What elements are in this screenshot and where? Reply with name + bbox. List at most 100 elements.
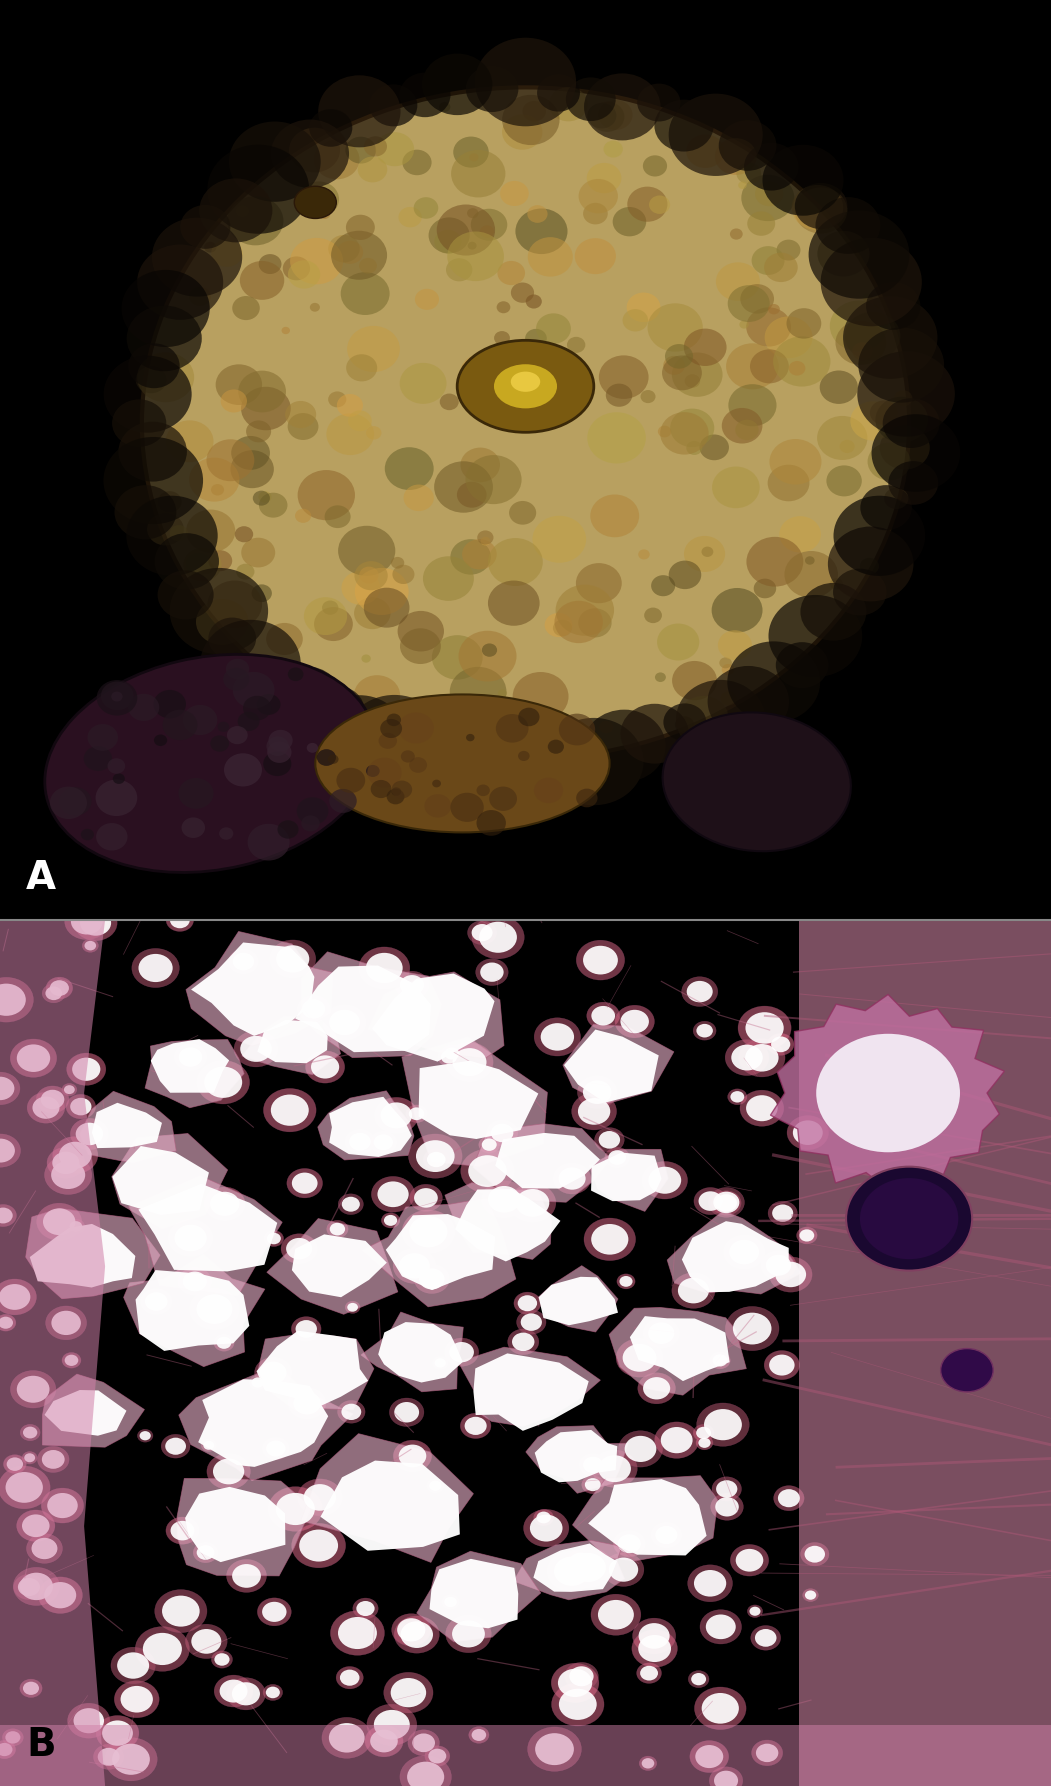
Circle shape [658,425,672,438]
Circle shape [647,304,703,352]
Circle shape [227,727,248,745]
Circle shape [310,304,320,313]
Circle shape [259,254,282,273]
Circle shape [468,920,497,945]
Circle shape [650,195,671,214]
Circle shape [435,1359,446,1368]
Circle shape [858,352,955,436]
Circle shape [396,714,459,770]
Circle shape [697,1023,713,1038]
Circle shape [218,722,229,732]
Circle shape [267,741,291,763]
Circle shape [534,1509,554,1525]
Circle shape [70,1098,91,1116]
Circle shape [739,1039,785,1077]
Circle shape [700,1609,742,1643]
Circle shape [174,1043,207,1070]
Circle shape [549,88,588,121]
Circle shape [716,263,760,300]
Circle shape [329,1723,365,1752]
Circle shape [254,1357,292,1388]
Circle shape [227,1559,267,1593]
Circle shape [338,1616,377,1648]
Polygon shape [124,1254,265,1366]
Circle shape [764,252,798,282]
Circle shape [256,695,281,714]
Circle shape [714,1191,740,1213]
Circle shape [207,580,262,629]
Circle shape [285,400,316,429]
Circle shape [238,713,260,730]
Circle shape [163,709,198,739]
Circle shape [107,759,125,773]
Circle shape [232,952,254,970]
Circle shape [290,238,343,284]
Circle shape [445,1597,457,1607]
Circle shape [740,284,774,314]
Circle shape [605,1147,630,1168]
Circle shape [429,1748,447,1763]
Circle shape [894,391,912,407]
Circle shape [362,654,371,663]
Circle shape [316,748,336,766]
Circle shape [17,1509,55,1541]
Circle shape [38,1577,82,1613]
Polygon shape [301,1434,473,1563]
Circle shape [314,607,353,641]
Polygon shape [257,1334,374,1411]
Circle shape [662,355,702,391]
Circle shape [441,1045,462,1063]
Circle shape [609,1150,626,1164]
Polygon shape [590,1150,668,1211]
Circle shape [655,100,714,152]
Circle shape [470,154,478,161]
Circle shape [873,298,884,307]
Circle shape [336,768,365,793]
Circle shape [186,509,235,552]
Circle shape [73,1057,100,1081]
Circle shape [579,1454,606,1475]
Circle shape [327,1220,348,1238]
Circle shape [223,668,249,691]
Circle shape [749,1607,761,1616]
Circle shape [166,1516,199,1545]
Circle shape [592,1450,637,1488]
Circle shape [414,196,438,218]
Circle shape [729,1239,759,1264]
Circle shape [200,561,214,573]
Circle shape [615,1006,655,1038]
Circle shape [330,1223,345,1236]
Circle shape [445,1048,459,1059]
Circle shape [189,288,211,305]
Circle shape [860,557,879,575]
Circle shape [710,1493,743,1520]
Circle shape [619,1275,633,1286]
Circle shape [438,1048,460,1066]
Circle shape [488,580,539,625]
Circle shape [448,232,504,280]
Circle shape [293,1391,321,1415]
Circle shape [257,1598,291,1625]
Circle shape [888,461,939,505]
Circle shape [70,909,103,934]
Circle shape [591,1595,641,1636]
Circle shape [97,680,138,716]
Circle shape [445,1338,478,1366]
Circle shape [655,1422,699,1459]
Circle shape [347,1304,358,1311]
Circle shape [45,1306,86,1340]
Circle shape [472,1729,487,1741]
Circle shape [262,1602,287,1622]
Circle shape [497,302,511,313]
Circle shape [715,138,757,175]
Circle shape [205,1188,245,1220]
Circle shape [843,296,937,379]
Circle shape [686,441,702,455]
Circle shape [559,1690,597,1720]
Circle shape [22,1452,37,1465]
Circle shape [787,1116,828,1150]
Circle shape [797,1227,817,1243]
Circle shape [0,1207,13,1223]
Circle shape [183,548,222,580]
Circle shape [65,904,109,939]
